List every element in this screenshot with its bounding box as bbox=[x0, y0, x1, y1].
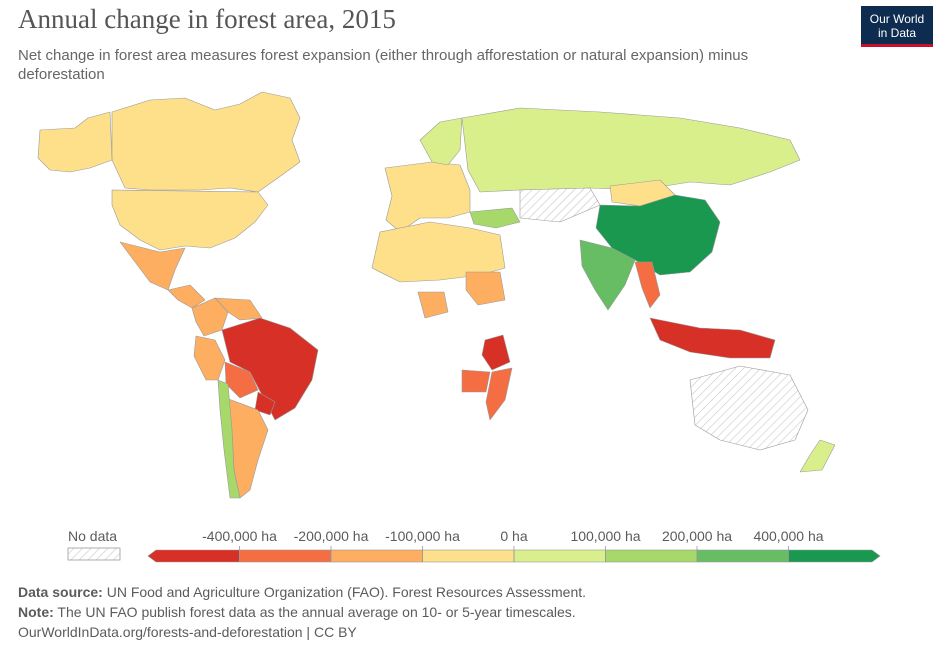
legend-bin-7[interactable] bbox=[788, 549, 881, 563]
region-scandinavia[interactable] bbox=[419, 117, 463, 166]
legend-tick-label: 200,000 ha bbox=[662, 528, 732, 544]
region-china[interactable] bbox=[595, 194, 721, 276]
region-alaska[interactable] bbox=[37, 111, 113, 173]
region-zambia[interactable] bbox=[461, 369, 491, 393]
region-canada[interactable] bbox=[111, 91, 301, 193]
legend-tick-label: 400,000 ha bbox=[753, 528, 823, 544]
region-bolivia[interactable] bbox=[224, 361, 259, 399]
legend-bin-1[interactable] bbox=[239, 549, 332, 563]
legend-bin-3[interactable] bbox=[422, 549, 515, 563]
source-line: Data source: UN Food and Agriculture Org… bbox=[18, 584, 587, 600]
region-india[interactable] bbox=[579, 239, 636, 311]
footer: Data source: UN Food and Agriculture Org… bbox=[18, 582, 586, 642]
chart-title: Annual change in forest area, 2015 bbox=[18, 4, 396, 34]
note-line: Note: The UN FAO publish forest data as … bbox=[18, 604, 576, 620]
region-tanzania[interactable] bbox=[481, 334, 511, 371]
region-australia[interactable] bbox=[689, 365, 809, 451]
region-north-africa[interactable] bbox=[371, 221, 506, 283]
legend-bin-5[interactable] bbox=[605, 549, 698, 563]
legend-no-data-swatch bbox=[67, 547, 121, 561]
legend-tick-label: -100,000 ha bbox=[385, 528, 460, 544]
legend-bin-0[interactable] bbox=[147, 549, 240, 563]
color-legend: No data -400,000 ha -200,000 ha -100,000 h… bbox=[67, 528, 881, 563]
source-url-link[interactable]: OurWorldInData.org/forests-and-deforesta… bbox=[18, 624, 357, 640]
legend-tick-label: -200,000 ha bbox=[294, 528, 369, 544]
region-turkey[interactable] bbox=[469, 207, 521, 229]
region-new-zealand[interactable] bbox=[799, 439, 836, 473]
region-united-states[interactable] bbox=[111, 189, 269, 251]
legend-tick-label: -400,000 ha bbox=[202, 528, 277, 544]
region-russia[interactable] bbox=[461, 107, 801, 193]
legend-tick-label: 100,000 ha bbox=[570, 528, 640, 544]
legend-bin-2[interactable] bbox=[330, 549, 423, 563]
legend-tick-label: 0 ha bbox=[500, 528, 527, 544]
region-nigeria[interactable] bbox=[417, 291, 449, 319]
region-paraguay[interactable] bbox=[254, 391, 276, 416]
region-mozambique[interactable] bbox=[485, 367, 513, 421]
chart-subtitle: Net change in forest area measures fores… bbox=[18, 47, 749, 83]
world-map bbox=[37, 91, 836, 499]
region-central-america[interactable] bbox=[167, 284, 206, 309]
legend-bin-4[interactable] bbox=[513, 549, 606, 563]
region-peru[interactable] bbox=[193, 335, 226, 381]
region-brazil[interactable] bbox=[221, 317, 319, 421]
region-sudan[interactable] bbox=[465, 271, 506, 306]
legend-no-data-label: No data bbox=[68, 528, 117, 544]
region-europe[interactable] bbox=[384, 161, 471, 233]
region-myanmar[interactable] bbox=[634, 261, 661, 309]
region-venezuela[interactable] bbox=[214, 297, 263, 321]
region-mexico[interactable] bbox=[119, 241, 186, 291]
logo-line-1: Our World bbox=[869, 12, 925, 26]
legend-bin-6[interactable] bbox=[696, 549, 789, 563]
logo-line-2: in Data bbox=[877, 26, 917, 40]
owid-logo[interactable]: Our World in Data bbox=[861, 6, 933, 47]
region-indonesia[interactable] bbox=[649, 317, 776, 359]
region-kazakhstan[interactable] bbox=[519, 187, 601, 223]
region-chile[interactable] bbox=[217, 379, 241, 499]
